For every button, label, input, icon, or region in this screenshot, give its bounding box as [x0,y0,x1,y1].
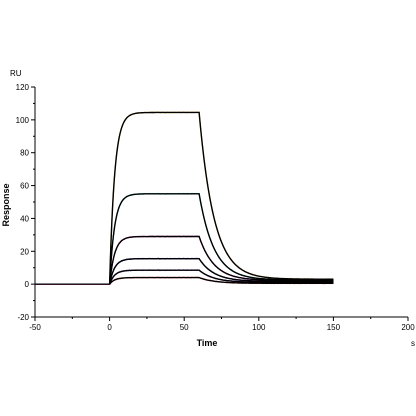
y-tick-label: 20 [20,247,29,256]
x-unit-label: s [411,339,415,348]
y-tick-label: 60 [20,182,29,191]
x-tick-label: -50 [29,323,41,332]
y-tick-label: 0 [25,280,30,289]
fit-curve [109,276,334,285]
y-tick-label: 40 [20,214,29,223]
y-tick-label: 120 [16,83,30,92]
y-tick-label: 80 [20,149,29,158]
y-axis-title: Response [1,183,11,226]
x-tick-label: 0 [107,323,112,332]
x-tick-label: 50 [180,323,189,332]
x-axis-title: Time [197,338,218,348]
y-unit-label: RU [10,69,22,78]
curves [35,111,334,286]
x-tick-label: 200 [401,323,415,332]
fit-curve [108,111,334,285]
y-tick-label: -20 [17,313,29,322]
y-tick-label: 100 [16,116,30,125]
fit-curve [108,269,334,285]
fit-curve [108,235,334,285]
x-tick-label: 100 [252,323,266,332]
axes: -20 0 20 40 60 80 100 120 -50 0 50 100 150 200 [16,83,416,332]
x-tick-label: 150 [327,323,341,332]
fit-curve [108,257,334,285]
